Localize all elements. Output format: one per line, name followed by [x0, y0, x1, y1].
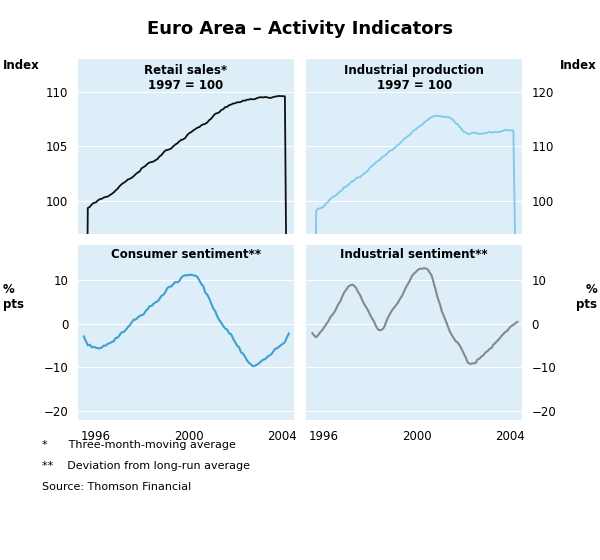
Text: Retail sales*
1997 = 100: Retail sales* 1997 = 100 — [144, 64, 227, 92]
Text: Index: Index — [3, 59, 40, 72]
Text: Industrial sentiment**: Industrial sentiment** — [340, 248, 488, 261]
Text: **    Deviation from long-run average: ** Deviation from long-run average — [42, 461, 250, 471]
Text: Industrial production
1997 = 100: Industrial production 1997 = 100 — [344, 64, 484, 92]
Text: %
pts: % pts — [3, 283, 24, 311]
Text: Euro Area – Activity Indicators: Euro Area – Activity Indicators — [147, 20, 453, 38]
Text: Consumer sentiment**: Consumer sentiment** — [111, 248, 261, 261]
Text: *      Three-month-moving average: * Three-month-moving average — [42, 440, 236, 450]
Text: Source: Thomson Financial: Source: Thomson Financial — [42, 482, 191, 492]
Text: %
pts: % pts — [576, 283, 597, 311]
Text: Index: Index — [560, 59, 597, 72]
